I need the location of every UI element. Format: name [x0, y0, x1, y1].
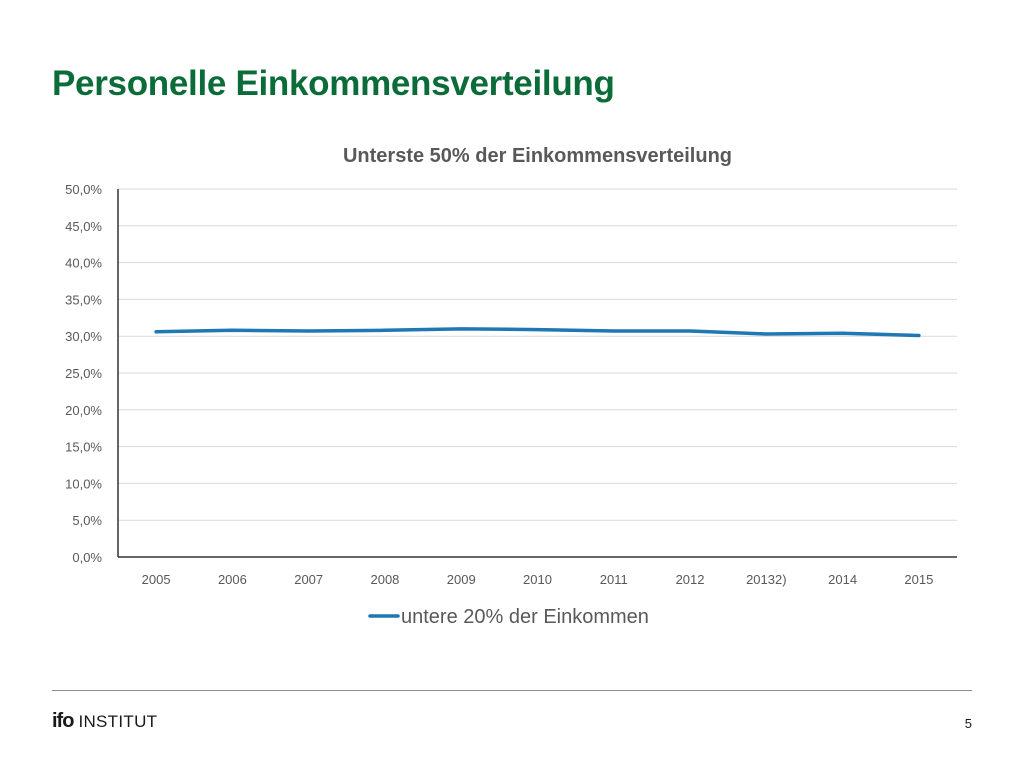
y-tick-label: 25,0%: [65, 366, 102, 381]
data-point: [688, 329, 692, 333]
logo-text: INSTITUT: [78, 712, 158, 731]
page-title: Personelle Einkommensverteilung: [52, 64, 615, 103]
x-tick-label: 2007: [294, 572, 323, 587]
data-point: [383, 329, 387, 332]
data-point: [917, 334, 921, 337]
y-tick-label: 35,0%: [65, 292, 102, 307]
data-point: [841, 332, 844, 335]
y-tick-label: 5,0%: [72, 513, 102, 528]
legend-label: untere 20% der Einkommen: [401, 606, 649, 628]
x-tick-label: 2012: [676, 572, 705, 587]
footer-divider: [52, 690, 972, 691]
x-tick-label: 2014: [828, 572, 857, 587]
x-tick-label: 2011: [600, 572, 628, 587]
data-point: [536, 328, 539, 331]
x-tick-label: 2010: [523, 572, 552, 587]
y-tick-label: 45,0%: [65, 219, 102, 234]
y-tick-label: 50,0%: [65, 182, 102, 197]
x-tick-label: 2015: [904, 572, 933, 587]
y-tick-label: 10,0%: [65, 476, 102, 491]
y-tick-label: 40,0%: [65, 256, 102, 271]
data-point: [460, 327, 463, 331]
page-number: 5: [964, 716, 972, 731]
ifo-logo: ifo INSTITUT: [52, 710, 157, 732]
line-chart: Unterste 50% der Einkommensverteilung 0,0…: [65, 145, 957, 628]
data-point: [612, 329, 615, 333]
data-point: [307, 329, 310, 333]
x-tick-label: 2008: [370, 572, 399, 587]
y-tick-label: 20,0%: [65, 403, 102, 418]
data-point: [154, 330, 158, 333]
x-tick-label: 2006: [218, 572, 247, 587]
x-tick-label: 2009: [447, 572, 476, 587]
x-tick-label: 20132): [746, 572, 786, 587]
x-tick-label: 2005: [142, 572, 171, 587]
y-tick-label: 30,0%: [65, 329, 102, 344]
data-point: [765, 332, 768, 336]
logo-mark: ifo: [52, 710, 74, 732]
y-tick-label: 15,0%: [65, 440, 102, 455]
chart-container: Unterste 50% der Einkommensverteilung 0,0…: [0, 130, 1024, 640]
data-point: [231, 329, 234, 332]
y-tick-label: 0,0%: [72, 550, 102, 565]
chart-title: Unterste 50% der Einkommensverteilung: [343, 145, 732, 167]
